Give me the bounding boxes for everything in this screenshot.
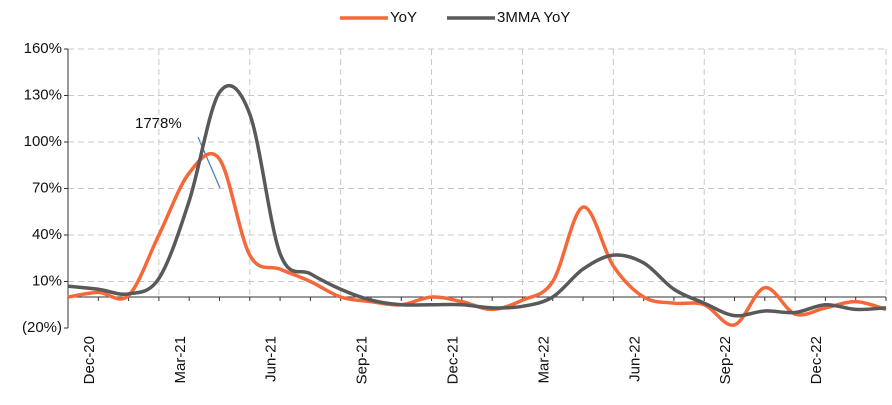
x-tick-label: Dec-20: [81, 336, 98, 384]
legend-label: YoY: [390, 9, 417, 26]
legend-label: 3MMA YoY: [497, 9, 570, 26]
x-tick-label: Jun-22: [626, 336, 643, 382]
x-tick-label: Mar-22: [535, 336, 552, 384]
y-tick-label: 40%: [32, 226, 62, 243]
y-tick-label: 130%: [24, 86, 62, 103]
series-line: [67, 84, 887, 318]
y-tick-label: 100%: [24, 133, 62, 150]
series-line: [67, 151, 887, 327]
x-tick-label: Sep-22: [717, 336, 734, 384]
x-tick-label: Dec-21: [445, 336, 462, 384]
y-tick-label: 70%: [32, 179, 62, 196]
x-tick-label: Mar-21: [172, 336, 189, 384]
y-tick-label: 10%: [32, 272, 62, 289]
y-tick-label: 160%: [24, 40, 62, 57]
x-tick-label: Sep-21: [354, 336, 371, 384]
y-tick-label: (20%): [22, 319, 62, 336]
annotation-pointer: [197, 136, 221, 189]
x-tick-label: Dec-22: [808, 336, 825, 384]
x-tick-label: Jun-21: [263, 336, 280, 382]
annotation: 1778%: [135, 115, 182, 132]
